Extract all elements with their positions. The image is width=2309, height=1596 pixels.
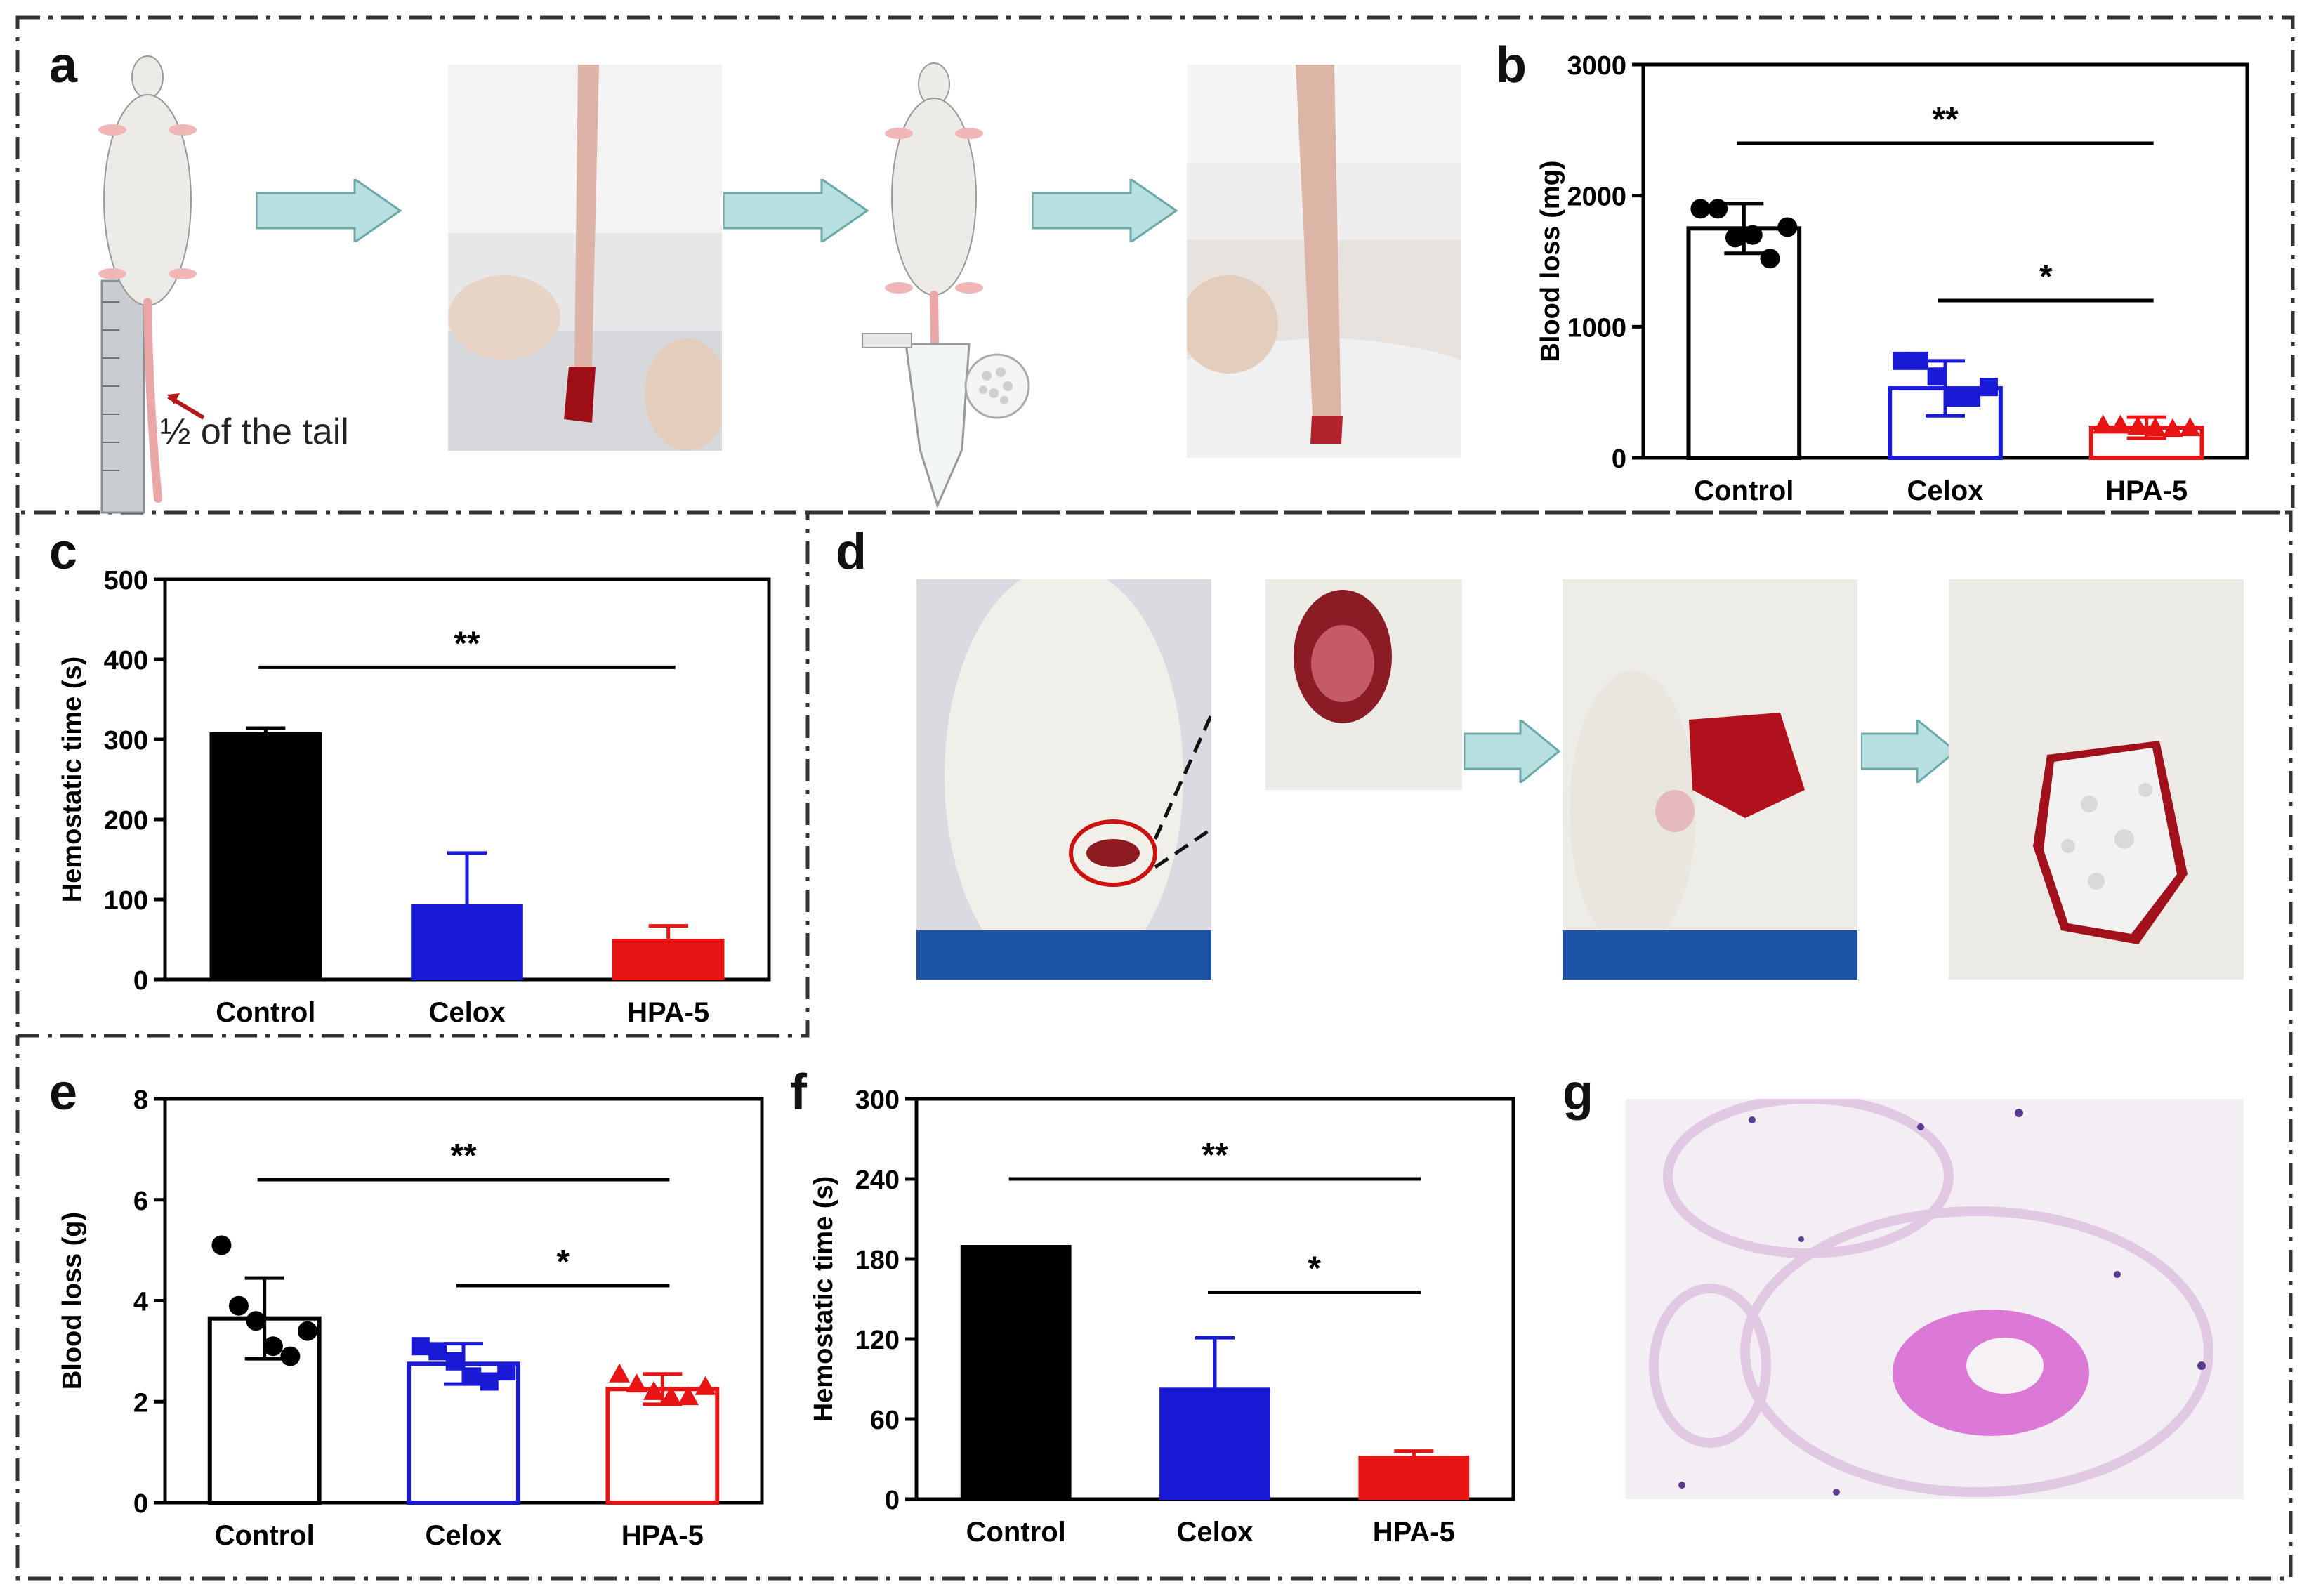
frame-right — [15, 510, 2293, 1581]
panel-label-e: e — [49, 1064, 78, 1121]
arrow-4 — [1464, 720, 1561, 783]
tail-caption: ½ of the tail — [160, 411, 349, 452]
arrow-5 — [1861, 720, 1958, 783]
photo-histology — [1626, 1099, 2244, 1499]
panel-label-g: g — [1563, 1064, 1593, 1121]
photo-wound-hpa-treated — [1949, 579, 2244, 980]
photo-tail-treated — [1187, 65, 1461, 458]
arrow-1 — [256, 179, 402, 242]
panel-label-d: d — [836, 524, 867, 580]
photo-wound-zoom — [1265, 579, 1462, 790]
panel-label-c: c — [49, 524, 78, 580]
frame-left — [15, 513, 810, 1038]
panel-label-b: b — [1496, 37, 1527, 93]
photo-wound-open — [1563, 579, 1857, 980]
panel-label-f: f — [790, 1064, 807, 1121]
frame-top — [15, 15, 2295, 515]
arrow-2 — [723, 179, 869, 242]
rat-illustration-1 — [98, 55, 205, 514]
photo-tail-bleeding — [448, 65, 722, 451]
photo-wound-overview — [916, 579, 1211, 980]
arrow-3 — [1032, 179, 1178, 242]
rat-illustration-2 — [862, 62, 1030, 509]
panel-label-a: a — [49, 37, 78, 93]
